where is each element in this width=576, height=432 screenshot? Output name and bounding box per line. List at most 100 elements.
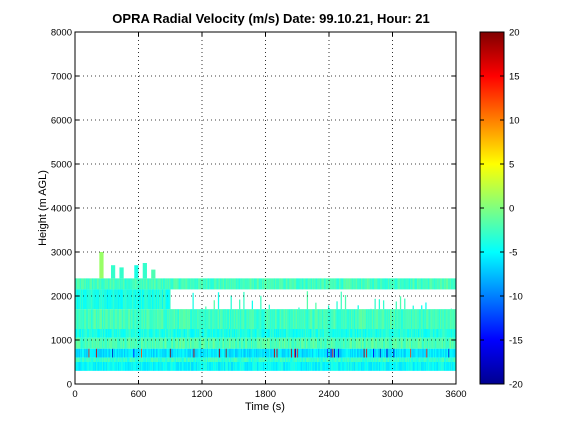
- heatmap-cell: [311, 309, 313, 329]
- heatmap-cell: [392, 337, 394, 349]
- heatmap-cell: [87, 357, 89, 362]
- heatmap-cell: [163, 337, 165, 349]
- heatmap-cell: [80, 348, 82, 358]
- heatmap-cell: [402, 357, 404, 362]
- heatmap-cell: [83, 289, 85, 310]
- heatmap-cell: [115, 348, 117, 358]
- heatmap-cell: [312, 309, 314, 329]
- heatmap-cell: [155, 309, 157, 329]
- heatmap-cell: [162, 362, 164, 371]
- heatmap-cell: [150, 289, 152, 310]
- heatmap-cell: [427, 362, 429, 371]
- heatmap-cell: [395, 362, 397, 371]
- heatmap-cell: [251, 329, 253, 338]
- heatmap-cell: [450, 357, 453, 362]
- heatmap-cell: [95, 278, 97, 290]
- heatmap-cell: [199, 357, 201, 362]
- heatmap-cell: [237, 357, 239, 362]
- heatmap-cell: [144, 309, 146, 329]
- heatmap-cell: [135, 337, 138, 349]
- heatmap-cell: [155, 289, 157, 310]
- heatmap-cell: [192, 348, 194, 358]
- heatmap-cell: [351, 357, 354, 362]
- heatmap-cell: [447, 309, 449, 329]
- heatmap-cell: [117, 309, 119, 329]
- heatmap-cell: [251, 300, 254, 310]
- heatmap-cell: [353, 357, 355, 362]
- heatmap-cell: [273, 337, 275, 349]
- heatmap-cell: [216, 278, 218, 290]
- heatmap-cell: [203, 337, 205, 349]
- heatmap-cell: [154, 309, 156, 329]
- heatmap-cell: [304, 348, 306, 358]
- heatmap-cell: [85, 329, 87, 338]
- heatmap-cell: [382, 300, 385, 310]
- heatmap-cell: [149, 348, 151, 358]
- heatmap-cell: [268, 337, 271, 349]
- heatmap-cell: [196, 362, 199, 371]
- heatmap-cell: [377, 362, 379, 371]
- heatmap-cell: [102, 309, 105, 329]
- heatmap-cell: [357, 309, 359, 329]
- heatmap-cell: [229, 337, 232, 349]
- heatmap-cell: [80, 309, 82, 329]
- heatmap-cell: [283, 337, 285, 349]
- heatmap-cell: [234, 357, 236, 362]
- heatmap-cell: [391, 329, 393, 338]
- heatmap-cell: [138, 348, 140, 358]
- heatmap-cell: [366, 348, 368, 358]
- heatmap-cell: [362, 329, 364, 338]
- heatmap-cell: [329, 309, 331, 329]
- heatmap-cell: [186, 309, 188, 329]
- heatmap-cell: [208, 348, 210, 358]
- heatmap-cell: [143, 357, 145, 362]
- heatmap-cell: [224, 337, 226, 349]
- heatmap-cell: [118, 278, 120, 290]
- heatmap-cell: [124, 289, 127, 310]
- heatmap-cell: [181, 309, 183, 329]
- heatmap-cell: [244, 278, 246, 290]
- heatmap-cell: [179, 357, 182, 362]
- heatmap-cell: [164, 362, 166, 371]
- heatmap-cell: [206, 337, 208, 349]
- heatmap-cell: [235, 278, 238, 290]
- heatmap-cell: [99, 289, 101, 310]
- heatmap-cell: [123, 357, 125, 362]
- heatmap-cell: [449, 329, 451, 338]
- heatmap-cell: [114, 348, 116, 358]
- heatmap-cell: [224, 329, 227, 338]
- heatmap-cell: [94, 337, 96, 349]
- heatmap-cell: [407, 337, 409, 349]
- heatmap-cell: [170, 337, 172, 349]
- heatmap-cell: [150, 362, 152, 371]
- heatmap-cell: [263, 348, 265, 358]
- heatmap-cell: [378, 362, 381, 371]
- heatmap-cell: [367, 357, 370, 362]
- heatmap-cell: [118, 309, 120, 329]
- heatmap-cell: [106, 337, 108, 349]
- heatmap-cell: [113, 362, 115, 371]
- heatmap-cell: [276, 348, 278, 358]
- heatmap-cell: [426, 362, 428, 371]
- heatmap-cell: [169, 278, 171, 290]
- heatmap-cell: [249, 278, 251, 290]
- heatmap-cell: [157, 289, 160, 310]
- heatmap-cell: [197, 278, 199, 290]
- heatmap-cell: [313, 278, 315, 290]
- heatmap-cell: [384, 309, 387, 329]
- heatmap-cell: [416, 309, 418, 329]
- heatmap-cell: [403, 357, 405, 362]
- heatmap-cell: [113, 357, 115, 362]
- heatmap-cell: [191, 309, 193, 329]
- heatmap-cell: [341, 329, 343, 338]
- heatmap-cell: [283, 357, 285, 362]
- heatmap-cell: [315, 302, 317, 310]
- heatmap-cell: [89, 362, 91, 371]
- heatmap-cell: [448, 357, 450, 362]
- heatmap-cell: [75, 348, 77, 358]
- heatmap-cell: [87, 337, 89, 349]
- heatmap-cell: [344, 278, 346, 290]
- heatmap-cell: [384, 362, 387, 371]
- heatmap-cell: [300, 348, 302, 358]
- heatmap-cell: [454, 337, 456, 349]
